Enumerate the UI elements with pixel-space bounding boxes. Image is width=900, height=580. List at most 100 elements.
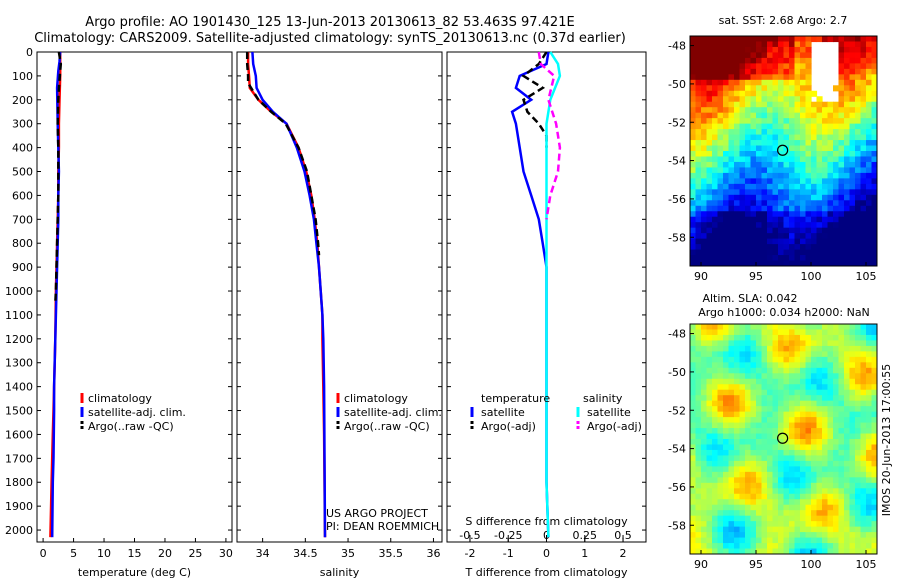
map-cell: [871, 537, 877, 544]
map-cell: [855, 161, 862, 169]
map-cell: [794, 406, 801, 413]
map-cell: [855, 90, 862, 97]
map-cell: [871, 205, 877, 212]
map-cell: [728, 140, 735, 147]
map-cell: [866, 466, 873, 473]
map-cell: [767, 101, 774, 108]
map-cell: [728, 367, 735, 374]
map-cell: [794, 543, 801, 550]
map-cell: [778, 211, 785, 218]
map-cell: [849, 406, 856, 413]
map-cell: [717, 57, 724, 64]
map-cell: [772, 183, 779, 190]
map-cell: [695, 96, 702, 103]
map-cell: [750, 172, 757, 179]
map-cell: [866, 367, 873, 374]
map-cell: [800, 340, 807, 347]
map-cell: [827, 334, 834, 342]
map-cell: [772, 123, 779, 130]
map-cell: [728, 334, 735, 342]
map-cell: [778, 526, 785, 533]
map-cell: [789, 151, 796, 158]
map-cell: [816, 345, 823, 352]
map-cell: [816, 216, 823, 223]
map-cell: [866, 151, 873, 158]
map-cell: [783, 85, 790, 92]
map-cell: [827, 101, 834, 108]
map-cell: [811, 422, 818, 429]
map-cell: [767, 90, 774, 97]
map-cell: [756, 367, 763, 374]
map-cell: [849, 140, 856, 147]
map-cell: [783, 63, 790, 70]
map-cell: [838, 510, 845, 517]
map-cell: [849, 244, 856, 251]
map-cell: [860, 537, 867, 544]
map-cell: [739, 200, 746, 207]
map-cell: [778, 433, 785, 440]
map-cell: [816, 417, 823, 424]
map-cell: [701, 52, 708, 59]
map-cell: [767, 515, 774, 522]
map-cell: [717, 334, 724, 342]
map-cell: [866, 422, 873, 429]
map-cell: [871, 145, 877, 152]
map-cell: [767, 532, 774, 539]
map-cell: [800, 428, 807, 435]
map-cell: [756, 455, 763, 462]
map-cell: [712, 238, 719, 245]
map-cell: [767, 329, 774, 336]
map-cell: [778, 373, 785, 380]
map-cell: [712, 211, 719, 218]
map-cell: [750, 543, 757, 550]
map-cell: [805, 36, 812, 43]
map-cell: [822, 406, 829, 413]
map-cell: [794, 222, 801, 229]
map-cell: [712, 161, 719, 169]
map-cell: [739, 123, 746, 130]
map-cell: [761, 488, 768, 495]
map-cell: [756, 356, 763, 363]
map-cell: [756, 112, 763, 119]
map-cell: [690, 477, 697, 484]
map-cell: [844, 466, 851, 473]
map-cell: [800, 537, 807, 544]
map-cell: [838, 433, 845, 440]
map-cell: [789, 244, 796, 251]
map-cell: [833, 118, 840, 125]
sla_map-frame: [689, 323, 878, 555]
map-cell: [827, 255, 834, 262]
map-cell: [739, 216, 746, 223]
map-cell: [767, 356, 774, 363]
map-cell: [695, 178, 702, 185]
map-cell: [778, 216, 785, 223]
map-cell: [805, 548, 812, 554]
map-cell: [734, 460, 741, 467]
map-cell: [772, 504, 779, 511]
map-cell: [794, 107, 801, 114]
map-cell: [816, 112, 823, 119]
map-cell: [800, 345, 807, 352]
map-cell: [866, 378, 873, 385]
map-cell: [816, 411, 823, 418]
map-cell: [811, 134, 818, 141]
depth-tick-label: 800: [12, 237, 33, 250]
map-cell: [734, 499, 741, 506]
map-cell: [833, 400, 840, 407]
map-cell: [750, 161, 757, 169]
map-cell: [855, 362, 862, 369]
map-cell: [706, 433, 713, 440]
map-cell: [833, 238, 840, 245]
map-cell: [717, 471, 724, 478]
map-cell: [844, 172, 851, 179]
map-cell: [745, 101, 752, 108]
map-cell: [767, 79, 774, 86]
map-cell: [805, 134, 812, 141]
map-cell: [778, 112, 785, 119]
map-cell: [761, 400, 768, 407]
map-cell: [706, 183, 713, 190]
map-cell: [728, 194, 735, 201]
map-cell: [855, 79, 862, 86]
map-cell: [794, 378, 801, 385]
map-cell: [849, 52, 856, 59]
